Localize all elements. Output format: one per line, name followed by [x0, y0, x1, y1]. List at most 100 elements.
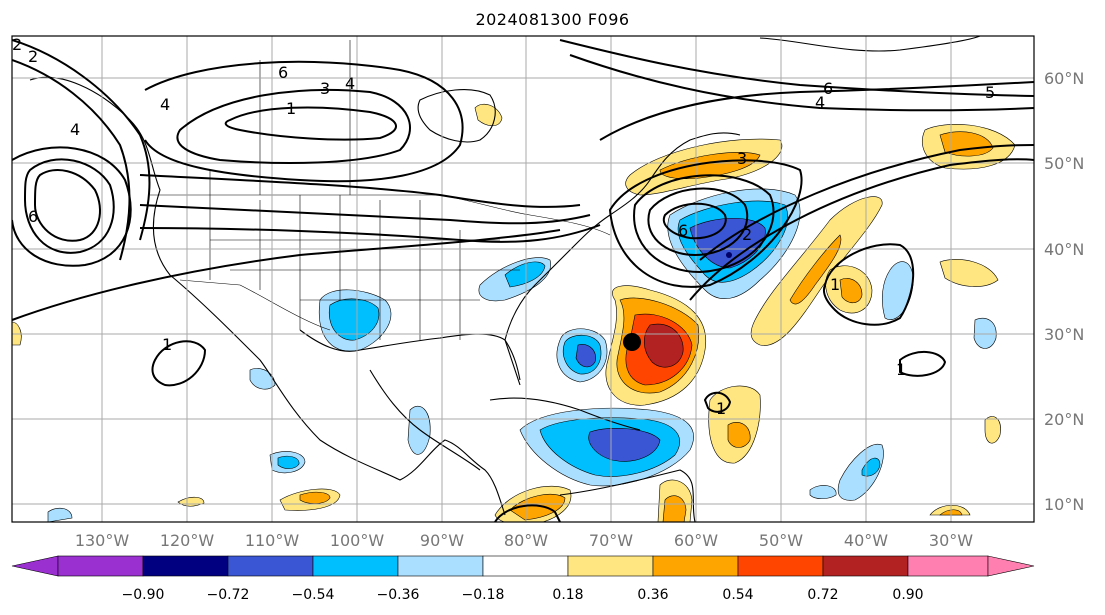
- central-america: [369, 369, 481, 471]
- contour-canada-1: [224, 106, 397, 141]
- colorbar-bin: [652, 555, 739, 577]
- colorbar: [11, 555, 1035, 577]
- contour-label-group: 6 3 4 1 6 4 5 3 6 2 1 1 1 6 4 2 4 2 1: [12, 35, 995, 418]
- colorbar-bin: [142, 555, 229, 577]
- warm-anomaly-azores: [939, 259, 999, 287]
- warm-anomaly-south-america-orange: [662, 495, 687, 522]
- contour-us-3: [139, 224, 601, 243]
- lon-label: 50°W: [759, 531, 803, 550]
- contour-venezuela: [494, 504, 561, 522]
- colorbar-tick-label: 0.72: [807, 587, 838, 603]
- contour-north-3: [599, 81, 1034, 141]
- lon-label: 130°W: [75, 531, 130, 550]
- warm-anomaly-south-east: [984, 416, 1001, 444]
- lon-label: 40°W: [844, 531, 888, 550]
- contour-east-low: [822, 243, 915, 326]
- colorbar-bin: [482, 555, 569, 577]
- contour-small-east: [899, 351, 947, 377]
- cold-anomaly-east-atlantic-2: [973, 317, 997, 349]
- storm-center-marker: [623, 333, 641, 351]
- colorbar-tick-label: 0.54: [722, 587, 753, 603]
- colorbar-tick-label: −0.54: [292, 587, 335, 603]
- contour-label: 2: [12, 35, 22, 54]
- gulf-coast: [299, 329, 521, 381]
- low-center-dot: [726, 252, 732, 258]
- warm-anomaly-central-atlantic-darkred: [643, 323, 684, 368]
- colorbar-extend-high: [987, 555, 1035, 577]
- colorbar-bin: [737, 555, 824, 577]
- cold-anomaly-bahamas-blue: [575, 344, 596, 368]
- contour-atlantic-low-1: [662, 202, 727, 240]
- cold-anomaly-east-caribbean: [407, 405, 431, 455]
- warm-anomaly-east-blob-orange: [839, 278, 863, 304]
- contour-label: 1: [830, 275, 840, 294]
- contour-east-2: [689, 158, 1034, 301]
- colorbar-tick-label: −0.72: [207, 587, 250, 603]
- contour-label: 1: [162, 335, 172, 354]
- colorbar-bin: [907, 555, 989, 577]
- hudson-bay: [417, 89, 496, 143]
- colorbar-bin: [822, 555, 909, 577]
- contour-west-3: [12, 229, 561, 321]
- warm-anomaly-south-atlantic-orange: [727, 421, 751, 448]
- contour-us-1: [139, 174, 581, 208]
- contour-label: 4: [160, 95, 170, 114]
- contour-label: 6: [678, 221, 688, 240]
- contour-canada-3: [144, 60, 464, 183]
- contour-canada-2: [176, 88, 411, 164]
- lat-label: 20°N: [1044, 410, 1084, 429]
- contour-label: 5: [985, 83, 995, 102]
- contour-pacific-low-2: [23, 158, 115, 254]
- lon-label: 80°W: [504, 531, 548, 550]
- cold-anomaly-texas-cyan: [328, 298, 380, 341]
- contour-label: 6: [278, 63, 288, 82]
- contour-label: 3: [737, 149, 747, 168]
- contour-atlantic-low-2: [647, 187, 748, 257]
- contour-label: 6: [28, 207, 38, 226]
- contours: [12, 39, 1034, 522]
- cold-anomaly-caribbean-blue: [588, 427, 661, 462]
- contour-atlantic-low-4: [608, 159, 803, 288]
- warm-anomaly-pacific-orange: [299, 491, 331, 504]
- colorbar-tick-label: −0.90: [122, 587, 165, 603]
- north-america-coast: [29, 76, 506, 516]
- latitude-labels: 60°N 50°N 40°N 30°N 20°N 10°N: [1044, 69, 1084, 514]
- contour-west-2: [12, 59, 131, 261]
- contour-east-1: [699, 144, 1034, 261]
- us-mexico-border: [179, 279, 331, 331]
- lon-label: 120°W: [160, 531, 215, 550]
- contour-label: 2: [742, 225, 752, 244]
- contour-label: 6: [823, 79, 833, 98]
- contour-label: 4: [815, 93, 825, 112]
- warm-anomaly-subtropical-band-orange: [789, 234, 842, 305]
- plot-title: 2024081300 F096: [475, 10, 630, 29]
- colorbar-tick-label: 0.90: [892, 587, 923, 603]
- lat-label: 10°N: [1044, 495, 1084, 514]
- contour-label: 1: [286, 99, 296, 118]
- warm-anomaly-east-atlantic-orange: [939, 131, 994, 157]
- colorbar-bin: [567, 555, 654, 577]
- cold-anomaly-pacific-small: [47, 507, 73, 522]
- lon-label: 110°W: [245, 531, 300, 550]
- longitude-labels: 130°W 120°W 110°W 100°W 90°W 80°W 70°W 6…: [75, 531, 973, 550]
- lon-label: 90°W: [420, 531, 464, 550]
- colorbar-bin: [57, 555, 144, 577]
- warm-anomaly-newfoundland-orange: [659, 151, 761, 180]
- lon-label: 70°W: [589, 531, 633, 550]
- contour-label: 1: [896, 360, 906, 379]
- lon-label: 100°W: [330, 531, 385, 550]
- colorbar-tick-labels: −0.90 −0.72 −0.54 −0.36 −0.18 0.18 0.36 …: [122, 587, 924, 603]
- south-america-coast: [559, 469, 696, 522]
- contour-small-south: [703, 391, 732, 413]
- contour-small-west: [151, 340, 207, 387]
- contour-label: 4: [345, 74, 355, 93]
- lon-label: 30°W: [929, 531, 973, 550]
- colorbar-bin: [312, 555, 399, 577]
- cold-anomaly-south-atlantic-2: [809, 485, 837, 500]
- florida: [504, 339, 521, 386]
- contour-label: 2: [28, 47, 38, 66]
- map-frame: [11, 35, 1035, 523]
- greenland: [759, 36, 981, 52]
- contour-pacific-low-1: [33, 169, 101, 242]
- colorbar-bin: [227, 555, 314, 577]
